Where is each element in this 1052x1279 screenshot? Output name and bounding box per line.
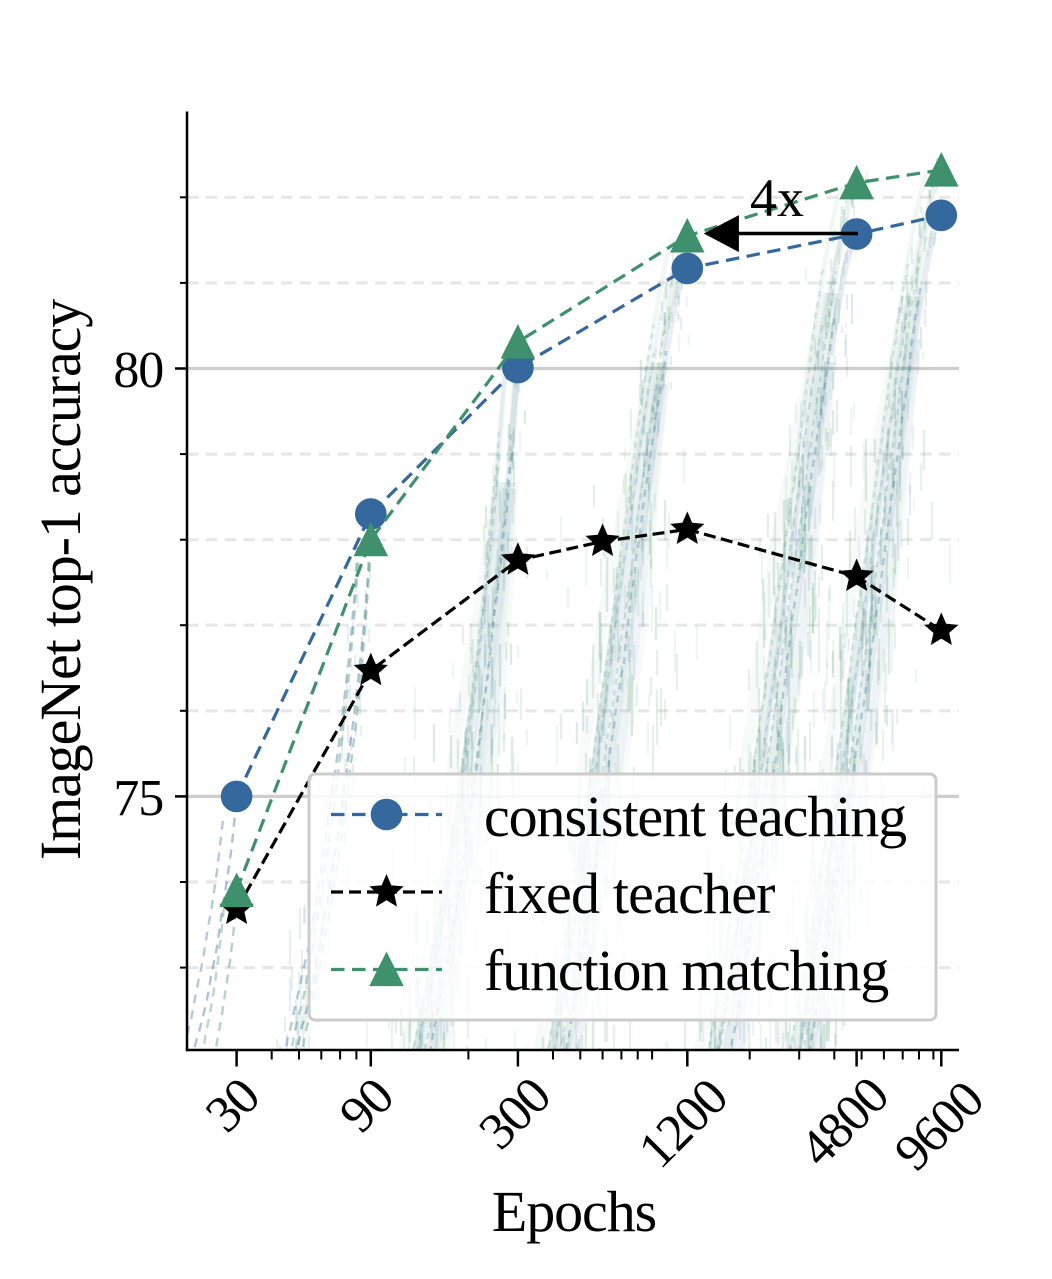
svg-text:Epochs: Epochs bbox=[492, 1179, 656, 1244]
svg-text:ImageNet top-1 accuracy: ImageNet top-1 accuracy bbox=[28, 299, 93, 860]
svg-text:75: 75 bbox=[113, 770, 163, 827]
svg-text:fixed teacher: fixed teacher bbox=[484, 861, 775, 926]
svg-text:function matching: function matching bbox=[484, 938, 888, 1003]
svg-text:80: 80 bbox=[113, 342, 163, 399]
svg-text:consistent teaching: consistent teaching bbox=[484, 784, 906, 849]
svg-text:4x: 4x bbox=[750, 168, 804, 228]
